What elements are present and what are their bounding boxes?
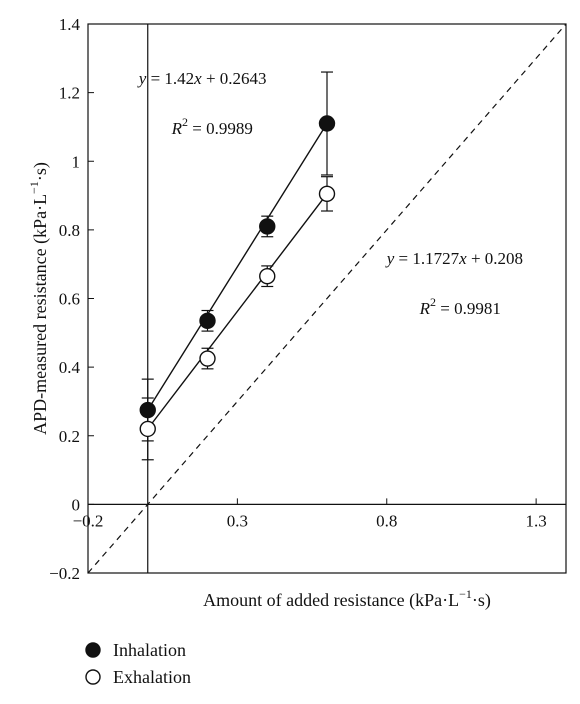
data-point-inhalation — [199, 312, 216, 330]
data-point-inhalation — [318, 115, 336, 132]
y-tick-label: 0.8 — [59, 221, 80, 240]
identity-dashed-line — [87, 23, 567, 574]
y-tick-label: 1 — [72, 152, 81, 171]
data-marks — [139, 71, 336, 461]
legend-label-inhalation: Inhalation — [113, 640, 186, 660]
data-point-inhalation — [139, 401, 156, 419]
x-tick-label: 0.3 — [227, 511, 248, 530]
annotation-equation: y = 1.1727x + 0.208 — [385, 249, 523, 268]
legend-marker-inhalation — [85, 642, 101, 658]
y-tick-label: 0 — [72, 495, 81, 514]
annotation-r-squared: R2 = 0.9989 — [171, 115, 253, 138]
x-tick-label: 0.8 — [376, 511, 397, 530]
y-tick-label: 1.2 — [59, 84, 80, 103]
data-point-exhalation — [139, 420, 156, 438]
y-axis-title: APD-measured resistance (kPa·L−1·s) — [27, 162, 51, 435]
data-point-inhalation — [259, 218, 276, 235]
data-point-exhalation — [199, 350, 216, 367]
legend-marker-exhalation — [85, 669, 101, 685]
axes — [87, 23, 567, 574]
legend: Inhalation Exhalation — [85, 640, 191, 687]
annotation-equation: y = 1.42x + 0.2643 — [137, 69, 267, 88]
y-tick-label: 1.4 — [59, 15, 81, 34]
x-tick-label: 1.3 — [526, 511, 547, 530]
y-tick-label: 0.4 — [59, 358, 81, 377]
chart-labels: −0.2 0.3 0.8 1.3−0.200.20.40.60.811.21.4Amo… — [27, 15, 547, 611]
fit-line-inhalation — [147, 123, 328, 411]
data-point-exhalation — [259, 267, 276, 285]
x-axis-title: Amount of added resistance (kPa·L−1·s) — [203, 587, 491, 611]
y-tick-label: −0.2 — [49, 564, 80, 583]
fit-lines — [87, 23, 567, 574]
fit-line-exhalation — [147, 193, 328, 430]
y-tick-label: 0.6 — [59, 290, 80, 309]
annotation-r-squared: R2 = 0.9981 — [419, 295, 501, 318]
x-tick-label: −0.2 — [73, 511, 104, 530]
legend-label-exhalation: Exhalation — [113, 667, 191, 687]
data-point-exhalation — [318, 185, 336, 203]
y-tick-label: 0.2 — [59, 427, 80, 446]
